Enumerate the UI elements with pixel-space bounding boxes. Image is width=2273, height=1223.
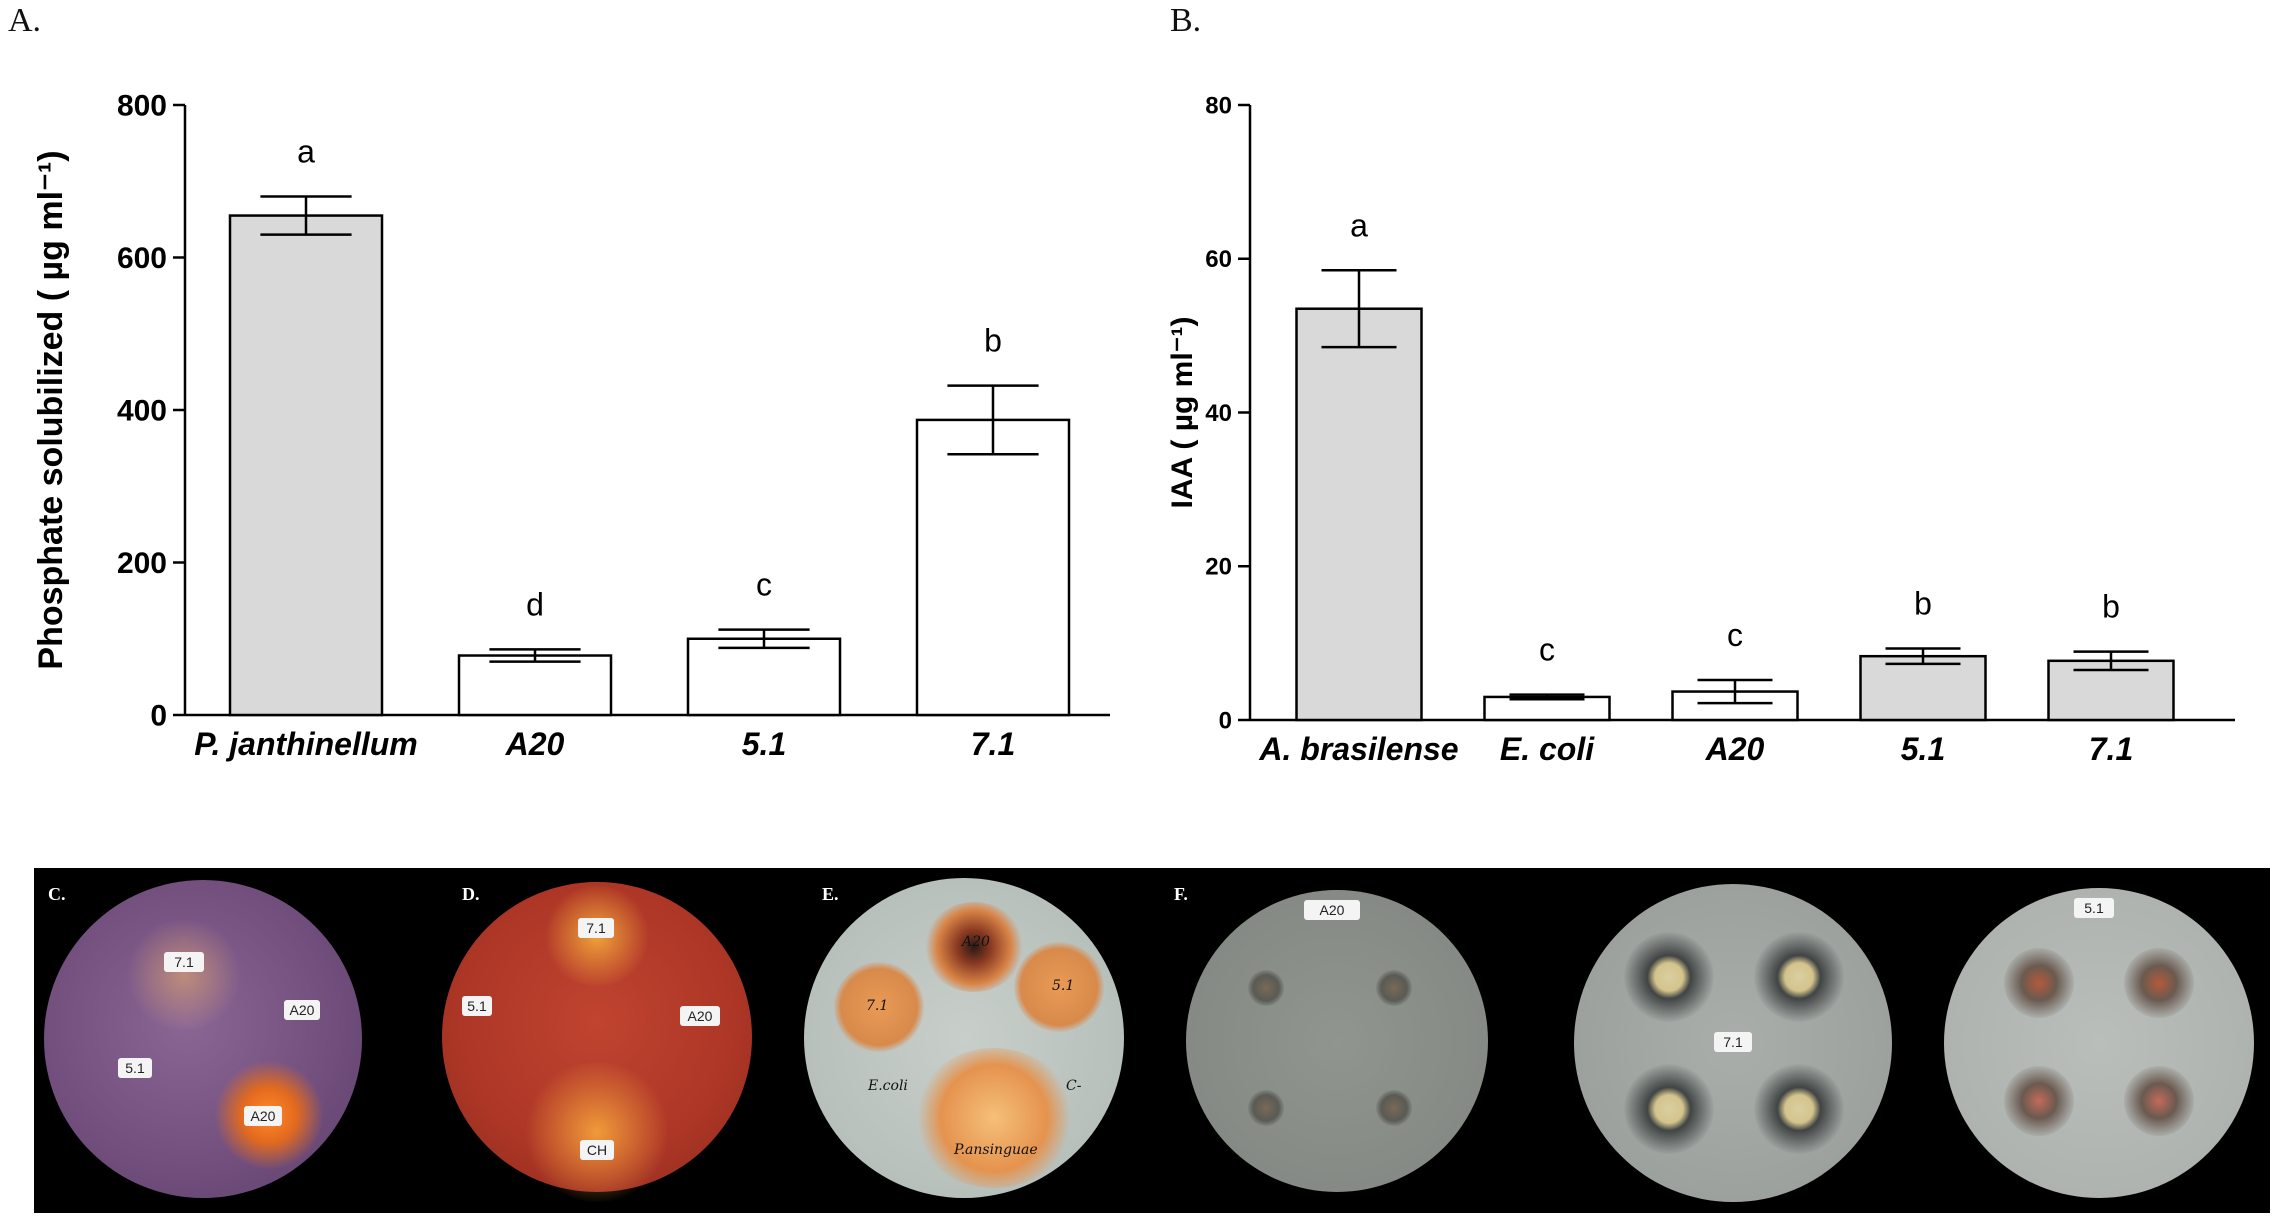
bar [1859, 654, 1987, 722]
x-tick-label: A. brasilense [1258, 731, 1458, 767]
significance-letter: c [1727, 617, 1743, 653]
y-tick-label: 200 [117, 547, 167, 580]
dish-d-tag-3: A20 [680, 1006, 720, 1026]
bar [686, 637, 842, 717]
x-tick-label: 7.1 [971, 726, 1015, 762]
dish-e-image: A20 7.1 5.1 E.coli C- P.ansinguae [804, 878, 1124, 1198]
dish-d-image: 7.1 5.1 A20 CH [442, 882, 752, 1202]
y-tick-label: 40 [1205, 400, 1232, 427]
significance-letter: c [1539, 632, 1555, 668]
dish-e-tag-1: A20 [962, 934, 990, 950]
significance-letter: a [297, 134, 315, 170]
dish-c-tag-4: A20 [244, 1106, 282, 1126]
y-tick-label: 400 [117, 395, 167, 428]
phosphate-chart: 0 200 400 600 800 Phosphate solubilized ( µg … [32, 90, 1110, 762]
dish-d-tag-1: 7.1 [578, 918, 614, 938]
bar [1295, 307, 1423, 722]
y-tick-label: 800 [117, 90, 167, 123]
significance-letter: b [984, 323, 1002, 359]
photo-label-f: F. [1174, 884, 1188, 904]
dish-c-image: 7.1 A20 5.1 A20 [44, 880, 362, 1198]
dish-e-tag-3: 5.1 [1052, 978, 1075, 994]
dish-c-tag-2: A20 [284, 1000, 320, 1020]
dish-e-scrawl-2: C- [1066, 1078, 1082, 1094]
significance-letter: d [526, 586, 544, 622]
y-tick-label: 600 [117, 242, 167, 275]
x-tick-label: A20 [505, 726, 565, 762]
y-tick-label: 60 [1205, 246, 1232, 273]
dish-d-tag-2: 5.1 [462, 996, 492, 1016]
bar [915, 418, 1071, 717]
photo-label-e: E. [822, 884, 839, 904]
y-axis-label: Phosphate solubilized ( µg ml⁻¹) [32, 150, 70, 669]
x-tick-label: A20 [1705, 731, 1765, 767]
dish-c-tag-1: 7.1 [164, 952, 204, 972]
photo-label-d: D. [462, 884, 480, 904]
dish-e-scrawl-1: E.coli [868, 1078, 908, 1094]
iaa-chart: 0 20 40 60 80 IAA ( µg ml⁻¹) a A. brasilense c E.… [1166, 92, 2235, 767]
y-tick-label: 0 [150, 700, 167, 733]
x-tick-label: E. coli [1500, 731, 1595, 767]
dish-f3-image: 5.1 [1944, 888, 2254, 1198]
panel-a-letter: A. [8, 2, 42, 39]
dish-f1-tag: A20 [1304, 900, 1360, 920]
significance-letter: a [1350, 207, 1368, 243]
dish-f2-image: 7.1 [1574, 884, 1892, 1202]
y-tick-label: 80 [1205, 92, 1232, 119]
bar [228, 214, 384, 717]
x-tick-label: 5.1 [1901, 731, 1945, 767]
x-tick-label: 5.1 [742, 726, 786, 762]
x-tick-label: 7.1 [2089, 731, 2133, 767]
dish-f2-tag: 7.1 [1714, 1032, 1752, 1052]
y-axis-label: IAA ( µg ml⁻¹) [1166, 317, 1199, 509]
y-tick-label: 20 [1205, 554, 1232, 581]
x-tick-label: P. janthinellum [194, 726, 417, 762]
panel-b-letter: B. [1170, 2, 1202, 39]
significance-letter: b [1914, 586, 1932, 622]
dish-f3-tag: 5.1 [2074, 898, 2114, 918]
dish-f1-image: A20 [1186, 890, 1488, 1192]
significance-letter: c [756, 567, 772, 603]
dish-e-tag-2: 7.1 [866, 998, 889, 1014]
dish-e-scrawl-3: P.ansinguae [954, 1142, 1038, 1158]
plate-photo-strip: C. 7.1 A20 5.1 A20 D. 7.1 5.1 A20 CH E. … [34, 868, 2270, 1213]
dish-c-tag-3: 5.1 [118, 1058, 152, 1078]
bar [457, 654, 613, 717]
y-tick-label: 0 [1219, 707, 1232, 734]
dish-d-tag-4: CH [580, 1140, 614, 1160]
significance-letter: b [2102, 589, 2120, 625]
photo-label-c: C. [48, 884, 66, 904]
